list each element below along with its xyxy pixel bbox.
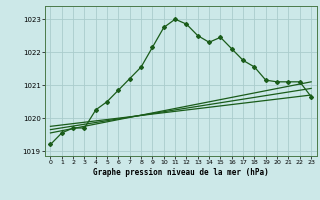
X-axis label: Graphe pression niveau de la mer (hPa): Graphe pression niveau de la mer (hPa) <box>93 168 269 177</box>
